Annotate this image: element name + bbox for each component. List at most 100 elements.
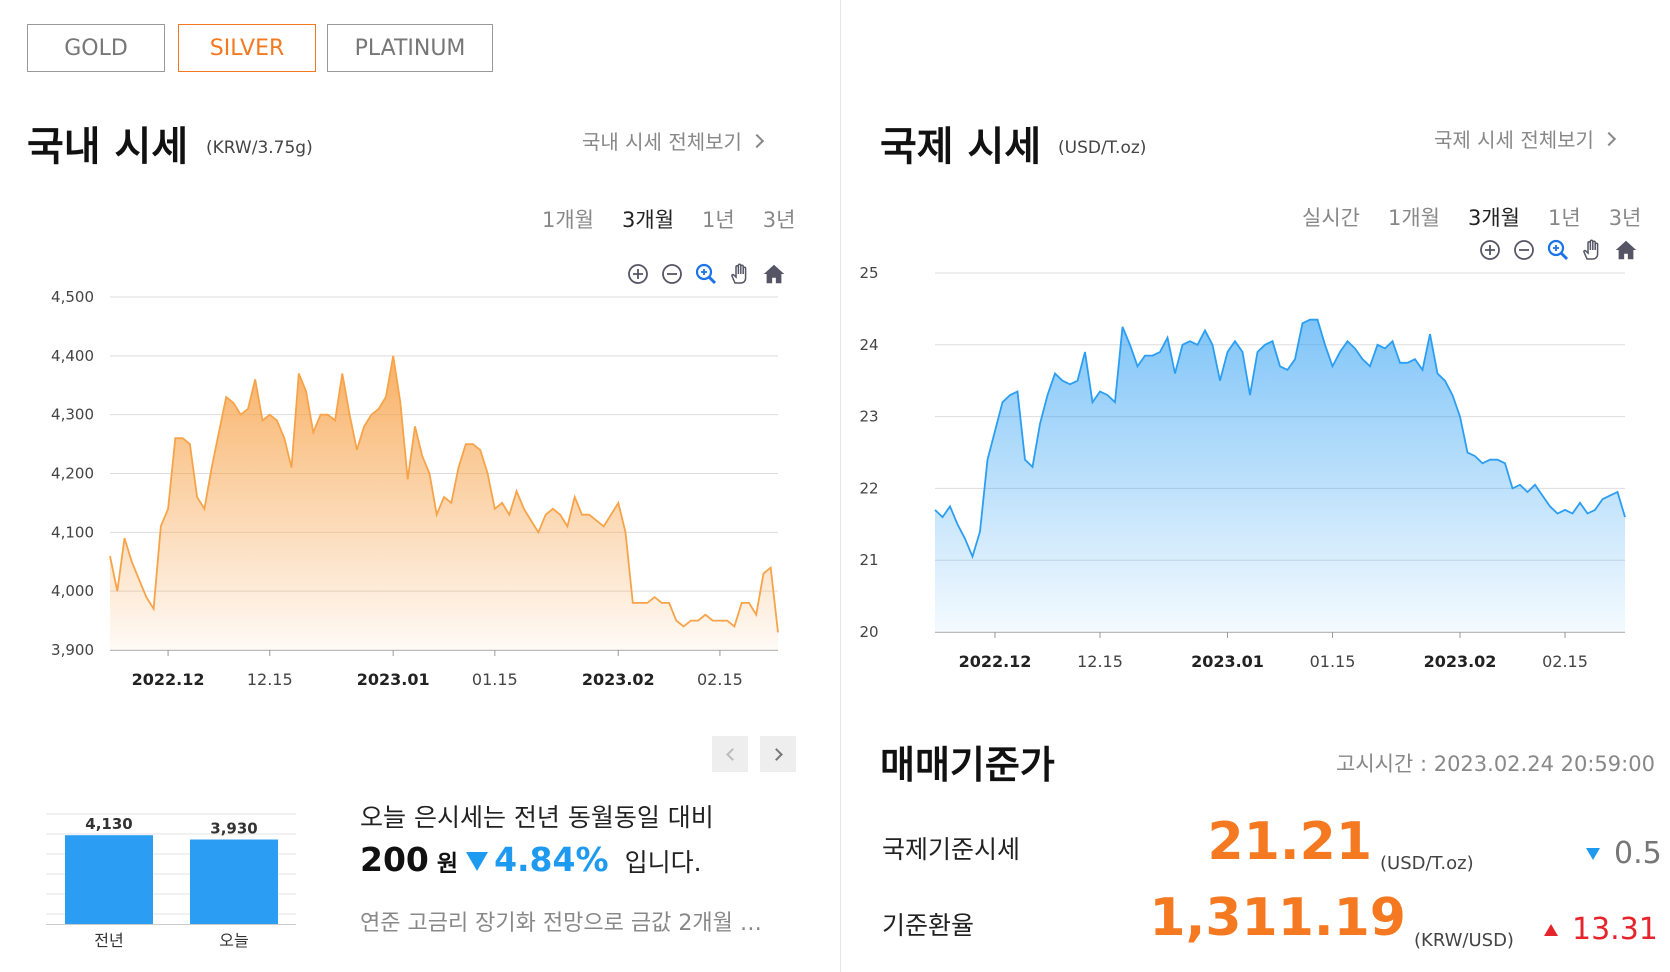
tab-platinum[interactable]: PLATINUM [327,24,493,72]
comparison-percent: 4.84% [494,840,609,879]
series-area [110,355,778,650]
domestic-period-1m[interactable]: 1개월 [542,208,595,232]
comparison-won: 원 [436,851,459,877]
x-tick-label: 2023.02 [1424,652,1497,671]
reference-row-change: 13.31 [1544,912,1658,947]
chevron-left-icon [725,747,739,761]
news-headline-link[interactable]: 연준 고금리 장기화 전망으로 금값 2개월 최저치 [360,911,780,936]
y-tick-label: 3,900 [51,641,94,659]
comparison-amount: 200 [360,840,429,879]
bar [190,839,278,924]
reference-row-label: 기준환율 [882,911,975,940]
reference-row-value: 21.21 [1207,812,1372,872]
domestic-period-tabs: 1개월 3개월 1년 3년 [542,204,795,234]
international-title: 국제 시세 [880,124,1042,170]
tab-silver[interactable]: SILVER [178,24,316,72]
zoom-in-plus-icon[interactable] [626,262,650,286]
magnifier-icon[interactable] [694,262,718,286]
comparison-tail: 입니다. [624,848,702,877]
bar [65,835,153,924]
comparison-text: 오늘 은시세는 전년 동월동일 대비 [360,803,714,832]
pan-hand-icon[interactable] [1580,238,1604,262]
bar-category-label: 전년 [94,931,123,950]
international-price-chart: 20 21 22 23 24 25 2022.12 12.15 2023.01 01.15 2023… [859,264,1626,671]
y-tick-label: 21 [859,551,878,569]
international-view-all-link[interactable]: 국제 시세 전체보기 [1434,124,1616,153]
domestic-chart-toolbar [626,262,786,286]
chevron-right-icon [1601,131,1616,146]
tab-gold[interactable]: GOLD [27,24,165,72]
y-tick-label: 4,400 [51,347,94,365]
down-triangle-icon [1586,847,1600,860]
international-period-1m[interactable]: 1개월 [1387,206,1440,230]
x-tick-label: 2022.12 [132,670,205,689]
international-period-tabs: 실시간 1개월 3개월 1년 3년 [1302,202,1641,232]
y-tick-label: 4,000 [51,582,94,600]
domestic-period-3y[interactable]: 3년 [762,208,796,232]
zoom-out-minus-icon[interactable] [1512,238,1536,262]
domestic-period-1y[interactable]: 1년 [702,208,735,232]
x-tick-label: 01.15 [1310,652,1356,671]
chevron-right-icon [769,747,783,761]
x-tick-label: 01.15 [472,670,518,689]
reference-row-label: 국제기준시세 [882,835,1021,864]
home-icon[interactable] [762,262,786,286]
x-tick-label: 2023.02 [582,670,655,689]
domestic-view-all-label: 국내 시세 전체보기 [582,130,742,154]
bar-value-label: 4,130 [85,815,132,833]
y-tick-label: 23 [859,408,878,426]
zoom-in-plus-icon[interactable] [1478,238,1502,262]
prev-page-button[interactable] [712,736,748,772]
x-tick-label: 2023.01 [357,670,430,689]
series-line [934,318,1626,560]
y-tick-label: 22 [859,479,878,497]
reference-row-unit: (KRW/USD) [1414,930,1514,951]
reference-time: 고시시간 : 2023.02.24 20:59:00 [1336,752,1655,776]
zoom-out-minus-icon[interactable] [660,262,684,286]
international-view-all-label: 국제 시세 전체보기 [1434,128,1594,152]
home-icon[interactable] [1614,238,1638,262]
domestic-title: 국내 시세 [27,124,189,170]
domestic-period-3m[interactable]: 3개월 [622,208,675,232]
bar-category-label: 오늘 [219,931,248,950]
y-tick-label: 4,300 [51,406,94,424]
x-tick-label: 02.15 [1542,652,1588,671]
y-tick-label: 4,200 [51,465,94,483]
reference-row-change-value: 0.5 [1614,836,1662,871]
x-tick-label: 02.15 [697,670,743,689]
x-tick-label: 2023.01 [1191,652,1264,671]
bar-value-label: 3,930 [210,820,257,838]
down-triangle-icon [466,852,489,871]
panel-divider [840,0,841,972]
magnifier-icon[interactable] [1546,238,1570,262]
y-tick-label: 25 [859,264,878,282]
international-period-3y[interactable]: 3년 [1608,206,1642,230]
international-period-1y[interactable]: 1년 [1548,206,1581,230]
reference-row-value: 1,311.19 [1149,888,1406,948]
domestic-view-all-link[interactable]: 국내 시세 전체보기 [582,126,764,155]
up-triangle-icon [1544,923,1558,936]
international-unit: (USD/T.oz) [1058,138,1147,158]
x-tick-label: 2022.12 [959,652,1032,671]
pan-hand-icon[interactable] [728,262,752,286]
domestic-price-chart: 3,900 4,000 4,100 4,200 4,300 4,400 4,500 2022.… [51,288,779,689]
y-tick-label: 4,100 [51,523,94,541]
international-period-realtime[interactable]: 실시간 [1302,206,1360,230]
y-tick-label: 4,500 [51,288,94,306]
reference-row-unit: (USD/T.oz) [1380,853,1474,874]
next-page-button[interactable] [760,736,796,772]
series-line [109,355,779,633]
reference-title: 매매기준가 [880,743,1055,787]
comparison-summary: 200 원 4.84% 입니다. [360,840,702,879]
reference-row-change: 0.5 [1586,836,1662,871]
x-tick-label: 12.15 [1077,652,1123,671]
international-chart-toolbar [1478,238,1638,262]
y-tick-label: 20 [859,623,878,641]
chevron-right-icon [749,133,764,148]
domestic-unit: (KRW/3.75g) [206,138,313,158]
international-period-3m[interactable]: 3개월 [1467,206,1520,230]
reference-row-change-value: 13.31 [1572,912,1658,947]
y-tick-label: 24 [859,336,878,354]
year-comparison-bar-chart: 4,130 전년 3,930 오늘 [46,813,296,950]
x-tick-label: 12.15 [247,670,293,689]
